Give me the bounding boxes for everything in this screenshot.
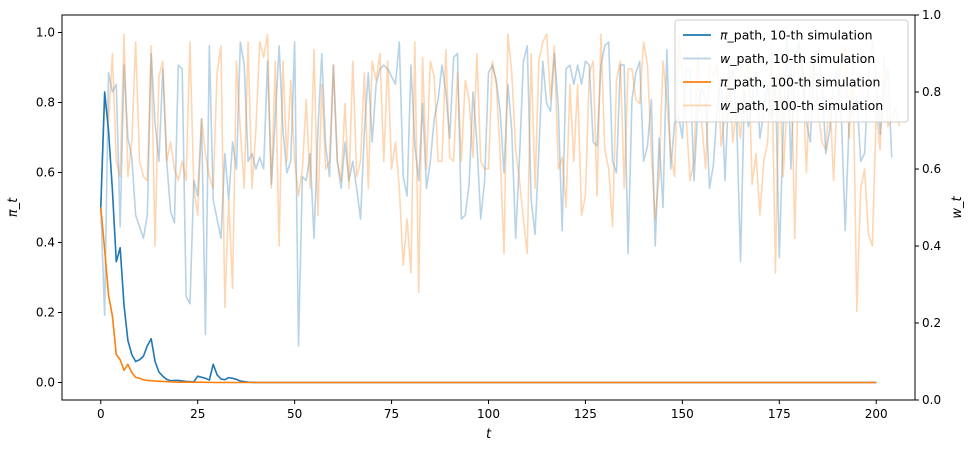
x-tick-label: 50: [287, 407, 302, 421]
x-axis-label: t: [486, 427, 492, 442]
y-left-tick-label: 1.0: [36, 26, 55, 40]
x-tick-label: 25: [190, 407, 205, 421]
axes: 0 25 50 75 100 125 150 175 200 0.0 0.2 0.4 0.6 0.8 1.0…: [6, 8, 965, 442]
y-right-tick-label: 0.0: [922, 393, 941, 407]
legend-label-text: _path, 10-th simulation: [727, 28, 873, 43]
y-left-tick-label: 0.0: [36, 376, 55, 390]
y-left-tick-label: 0.2: [36, 306, 55, 320]
legend-label-symbol: w: [720, 98, 731, 113]
series-line-3: [99, 33, 901, 313]
y-right-tick-label: 0.6: [922, 162, 941, 176]
series-line-0: [99, 91, 877, 384]
series-line-2: [99, 207, 877, 384]
x-tick-label: 125: [574, 407, 597, 421]
y-right-tick-label: 0.8: [922, 85, 941, 99]
x-tick-label: 75: [384, 407, 399, 421]
legend-label-3: w_path, 100-th simulation: [720, 98, 883, 113]
series-line-1: [99, 37, 893, 347]
y-left-tick-label: 0.8: [36, 96, 55, 110]
legend-label-0: π_path, 10-th simulation: [720, 28, 873, 43]
legend-label-symbol: w: [720, 51, 731, 66]
y-left-axis-label: π_t: [6, 197, 21, 217]
legend-box: [674, 19, 909, 123]
x-tick-label: 100: [477, 407, 500, 421]
plot-area: [99, 33, 901, 384]
y-left-tick-label: 0.6: [36, 166, 55, 180]
legend-label-symbol: π: [720, 28, 728, 43]
x-tick-label: 150: [671, 407, 694, 421]
x-tick-label: 175: [768, 407, 791, 421]
y-right-tick-label: 1.0: [922, 8, 941, 22]
legend-label-text: _path, 100-th simulation: [727, 75, 881, 90]
x-tick-label: 0: [97, 407, 105, 421]
y-right-axis-label: w_t: [950, 195, 965, 218]
legend-label-symbol: π: [720, 75, 728, 90]
y-right-tick-label: 0.2: [922, 316, 941, 330]
x-tick-label: 200: [865, 407, 888, 421]
y-right-tick-label: 0.4: [922, 239, 941, 253]
legend-label-2: π_path, 100-th simulation: [720, 75, 880, 90]
y-left-tick-label: 0.4: [36, 236, 55, 250]
legend-label-1: w_path, 10-th simulation: [720, 51, 875, 66]
legend-label-text: _path, 10-th simulation: [729, 51, 875, 66]
legend-label-text: _path, 100-th simulation: [729, 98, 883, 113]
